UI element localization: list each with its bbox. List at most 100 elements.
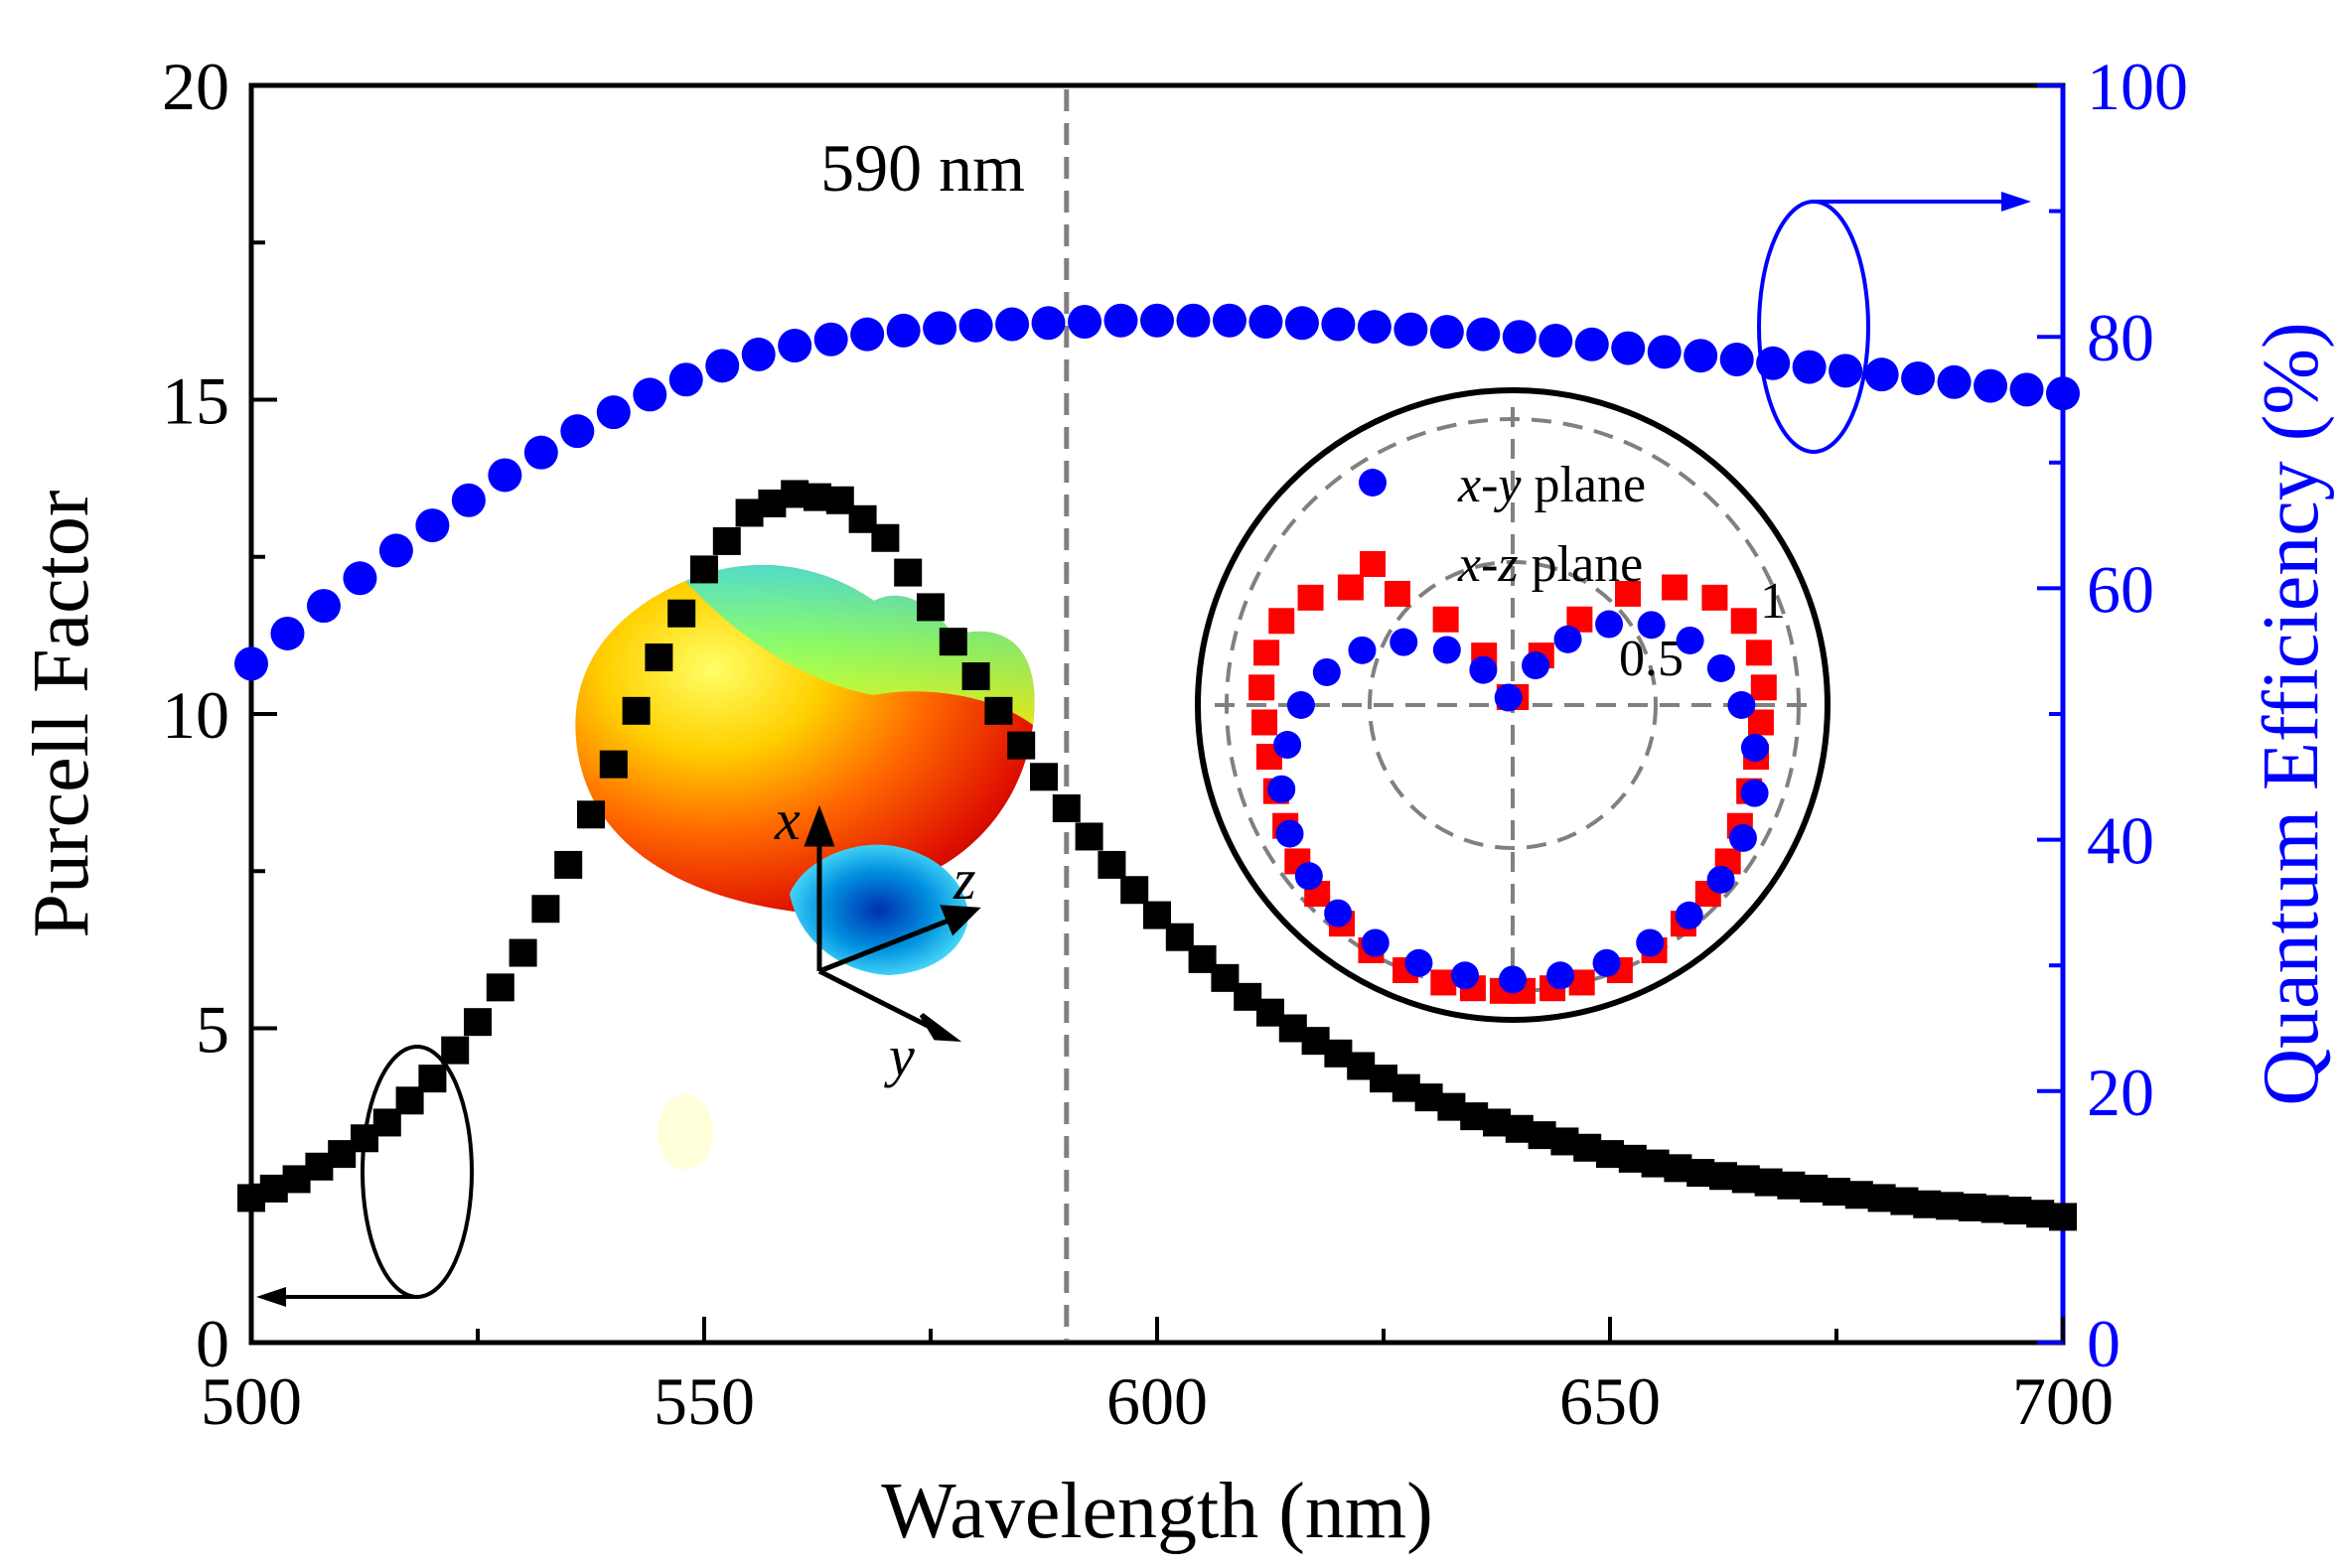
y-tick-label: 0: [196, 1306, 229, 1381]
polar-xz-point: [1750, 674, 1777, 701]
x-tick-label: 550: [654, 1363, 755, 1439]
polar-xy-point: [1286, 691, 1315, 719]
radiation-band: [685, 564, 1035, 725]
qe-point: [1647, 335, 1682, 369]
qe-point: [886, 313, 921, 348]
qe-point: [741, 337, 776, 371]
purcell-point-interp: [395, 1086, 424, 1115]
purcell-point-interp: [894, 558, 923, 587]
polar-xy-point: [1592, 948, 1621, 977]
purcell-point-interp: [259, 1174, 288, 1203]
polar-xy-point: [1361, 928, 1390, 957]
qe-point: [1538, 323, 1573, 357]
qe-point: [813, 322, 848, 356]
purcell-point-interp: [1618, 1144, 1647, 1173]
qe-point: [1176, 303, 1211, 338]
polar-xy-point: [1469, 655, 1498, 684]
purcell-point-interp: [1709, 1162, 1737, 1191]
purcell-point-interp: [1980, 1195, 2009, 1223]
axis-label-x: x: [774, 787, 801, 852]
purcell-point-interp: [622, 696, 651, 725]
purcell-point-interp: [1301, 1027, 1330, 1056]
qe-point: [1937, 364, 1972, 399]
polar-xy-point: [1404, 948, 1433, 977]
radiation-pattern-3d: [575, 564, 1035, 1170]
qe-point: [1502, 320, 1537, 355]
qe-point: [1212, 303, 1246, 338]
qe-point: [923, 311, 957, 346]
polar-xz-point: [1337, 574, 1364, 601]
purcell-point-interp: [848, 504, 877, 533]
qe-point: [1756, 346, 1791, 380]
polar-xy-point: [1740, 779, 1769, 807]
polar-xy-point: [1728, 823, 1757, 852]
qe-point: [560, 414, 595, 449]
purcell-point-interp: [1800, 1174, 1829, 1203]
polar-xz-point: [1384, 580, 1410, 607]
y2-axis-title: Quantum Efficiency (%): [2248, 322, 2335, 1105]
x-tick-label: 600: [1106, 1363, 1208, 1439]
axis-label-y: y: [884, 1024, 915, 1088]
qe-point: [1357, 310, 1391, 345]
polar-xz-point: [1745, 640, 1772, 666]
purcell-point-interp: [1890, 1187, 1919, 1215]
qe-point: [1611, 331, 1646, 365]
purcell-point: [554, 850, 583, 879]
polar-legend: x-y plane x-z plane: [1359, 457, 1646, 593]
y-tick-label: 5: [196, 992, 229, 1068]
polar-xy-point: [1676, 626, 1704, 654]
x-axis-ticks: 500 550 600 650 700: [201, 1317, 2114, 1439]
legend-label-xz: x-z plane: [1457, 536, 1643, 593]
purcell-point: [599, 750, 628, 779]
y2-tick-label: 100: [2087, 49, 2188, 124]
x-tick-label: 500: [201, 1363, 302, 1439]
purcell-point-interp: [1754, 1168, 1783, 1197]
series-purcell-factor: [237, 480, 2077, 1231]
x-tick-label: 650: [1559, 1363, 1661, 1439]
polar-xy-point: [1499, 965, 1527, 994]
qe-point: [306, 589, 341, 624]
purcell-point-interp: [1165, 923, 1194, 951]
legend-label-xy: x-y plane: [1457, 457, 1646, 513]
purcell-point-interp: [486, 973, 514, 1002]
y2-tick-label: 20: [2087, 1055, 2154, 1130]
qe-point: [234, 646, 268, 681]
qe-point: [415, 508, 450, 543]
purcell-point-interp: [1844, 1181, 1873, 1210]
polar-xz-point: [1268, 608, 1295, 635]
polar-xz-point: [1248, 674, 1275, 701]
purcell-point-interp: [1120, 876, 1149, 905]
y-tick-label: 10: [162, 677, 229, 753]
qe-point: [1901, 360, 1936, 395]
purcell-point-interp: [577, 800, 605, 829]
qe-point: [488, 458, 522, 493]
legend-marker-xz: [1360, 551, 1386, 577]
polar-xz-point: [1662, 574, 1688, 601]
purcell-point-interp: [758, 489, 787, 517]
qe-point: [1719, 342, 1754, 376]
purcell-point-interp: [441, 1036, 470, 1065]
axis-label-z: z: [952, 847, 976, 912]
polar-xy-point: [1267, 775, 1296, 803]
purcell-point: [690, 555, 718, 584]
y2-axis-ticks: 0 20 40 60 80 100: [2037, 49, 2188, 1381]
radiation-highlight: [658, 1094, 713, 1170]
qe-point: [378, 533, 413, 568]
purcell-point: [1007, 731, 1036, 760]
polar-xy-point: [1494, 683, 1523, 712]
polar-xy-point: [1522, 651, 1550, 680]
polar-xz-point: [1730, 608, 1757, 635]
qe-point: [1429, 315, 1464, 350]
series-quantum-efficiency: [234, 303, 2080, 681]
qe-point: [1321, 307, 1356, 342]
purcell-point-interp: [305, 1152, 334, 1181]
purcell-point: [464, 1008, 492, 1037]
polar-xz-point: [1432, 606, 1459, 633]
polar-xy-point: [1390, 628, 1418, 656]
qe-point: [270, 616, 305, 650]
qe-point: [1284, 306, 1319, 341]
purcell-axis-indicator: [256, 1045, 474, 1307]
qe-point: [995, 307, 1030, 342]
purcell-point-interp: [1211, 963, 1240, 992]
y-axis-title: Purcell Factor: [18, 491, 105, 938]
